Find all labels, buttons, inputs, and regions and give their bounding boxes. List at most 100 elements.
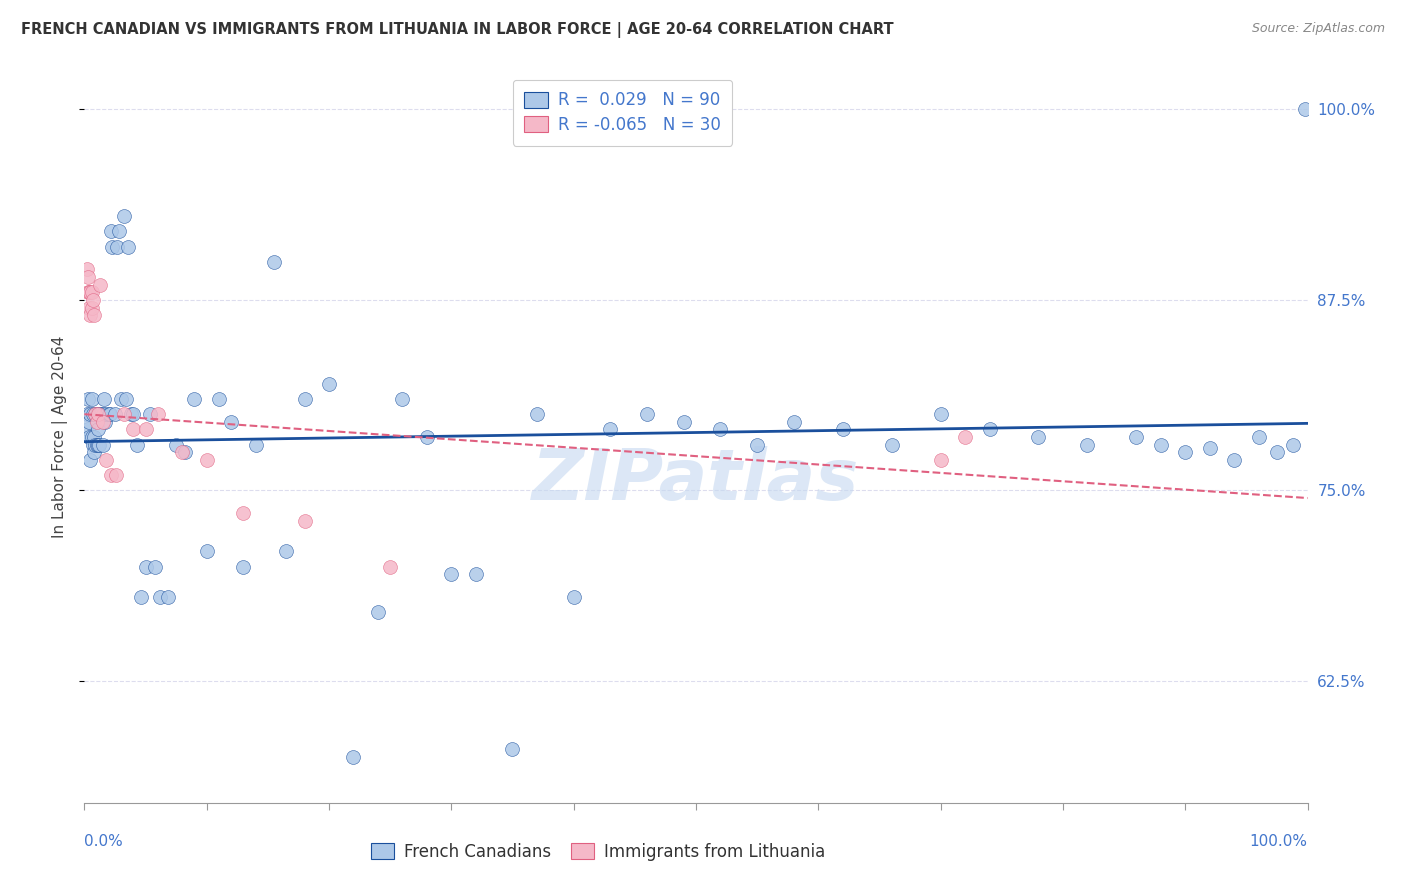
Point	[80, 301, 103, 315]
Point	[86, 415, 108, 429]
Point	[96, 407, 118, 421]
Text: 100.0%: 100.0%	[1250, 834, 1308, 849]
Point	[1265, 445, 1288, 459]
Point	[84, 438, 107, 452]
Point	[83, 445, 105, 459]
Point	[173, 445, 195, 459]
Point	[82, 293, 104, 307]
Point	[77, 415, 100, 429]
Point	[1028, 430, 1050, 444]
Point	[87, 407, 110, 421]
Point	[1076, 438, 1098, 452]
Point	[91, 415, 114, 429]
Point	[1150, 438, 1173, 452]
Text: Source: ZipAtlas.com: Source: ZipAtlas.com	[1251, 22, 1385, 36]
Point	[96, 453, 118, 467]
Point	[115, 392, 138, 406]
Point	[672, 415, 695, 429]
Point	[80, 430, 103, 444]
Point	[100, 468, 122, 483]
Point	[245, 438, 267, 452]
Point	[1223, 453, 1246, 467]
Point	[77, 422, 100, 436]
Point	[84, 407, 107, 421]
Point	[263, 255, 285, 269]
Point	[87, 407, 110, 421]
Point	[929, 407, 952, 421]
Point	[1294, 103, 1316, 117]
Point	[380, 559, 402, 574]
Point	[89, 277, 111, 292]
Point	[172, 445, 194, 459]
Point	[135, 422, 157, 436]
Point	[391, 392, 413, 406]
Point	[77, 285, 100, 300]
Point	[91, 407, 114, 421]
Point	[77, 430, 100, 444]
Point	[101, 239, 124, 253]
Point	[93, 392, 115, 406]
Point	[146, 407, 169, 421]
Point	[294, 392, 316, 406]
Point	[747, 438, 769, 452]
Point	[87, 438, 110, 452]
Point	[83, 308, 105, 322]
Point	[929, 453, 952, 467]
Point	[77, 301, 100, 315]
Point	[232, 506, 254, 520]
Point	[165, 438, 187, 452]
Point	[82, 407, 104, 421]
Point	[87, 422, 110, 436]
Point	[77, 285, 100, 300]
Point	[107, 224, 129, 238]
Point	[83, 430, 105, 444]
Point	[183, 392, 205, 406]
Point	[1247, 430, 1270, 444]
Point	[122, 407, 145, 421]
Point	[94, 415, 117, 429]
Point	[125, 438, 148, 452]
Point	[783, 415, 806, 429]
Point	[636, 407, 658, 421]
Point	[84, 407, 107, 421]
Point	[110, 392, 132, 406]
Point	[79, 453, 101, 467]
Point	[79, 308, 101, 322]
Text: ZIPatlas: ZIPatlas	[533, 447, 859, 516]
Point	[953, 430, 976, 444]
Point	[98, 407, 121, 421]
Point	[80, 285, 103, 300]
Point	[464, 567, 486, 582]
Point	[122, 422, 145, 436]
Point	[104, 407, 127, 421]
Point	[97, 407, 120, 421]
Point	[77, 392, 100, 406]
Point	[117, 239, 139, 253]
Point	[232, 559, 254, 574]
Point	[219, 415, 242, 429]
Point	[90, 407, 112, 421]
Point	[91, 438, 114, 452]
Point	[318, 376, 340, 391]
Point	[195, 453, 218, 467]
Point	[276, 544, 298, 558]
Point	[599, 422, 621, 436]
Point	[86, 438, 108, 452]
Point	[1174, 445, 1197, 459]
Point	[143, 559, 166, 574]
Point	[80, 392, 103, 406]
Point	[367, 605, 389, 619]
Point	[562, 590, 585, 604]
Point	[112, 209, 135, 223]
Point	[135, 559, 157, 574]
Point	[156, 590, 179, 604]
Text: FRENCH CANADIAN VS IMMIGRANTS FROM LITHUANIA IN LABOR FORCE | AGE 20-64 CORRELAT: FRENCH CANADIAN VS IMMIGRANTS FROM LITHU…	[21, 22, 894, 38]
Point	[149, 590, 172, 604]
Point	[880, 438, 903, 452]
Point	[100, 224, 122, 238]
Point	[89, 407, 111, 421]
Point	[1282, 438, 1305, 452]
Point	[120, 407, 142, 421]
Point	[79, 285, 101, 300]
Point	[709, 422, 731, 436]
